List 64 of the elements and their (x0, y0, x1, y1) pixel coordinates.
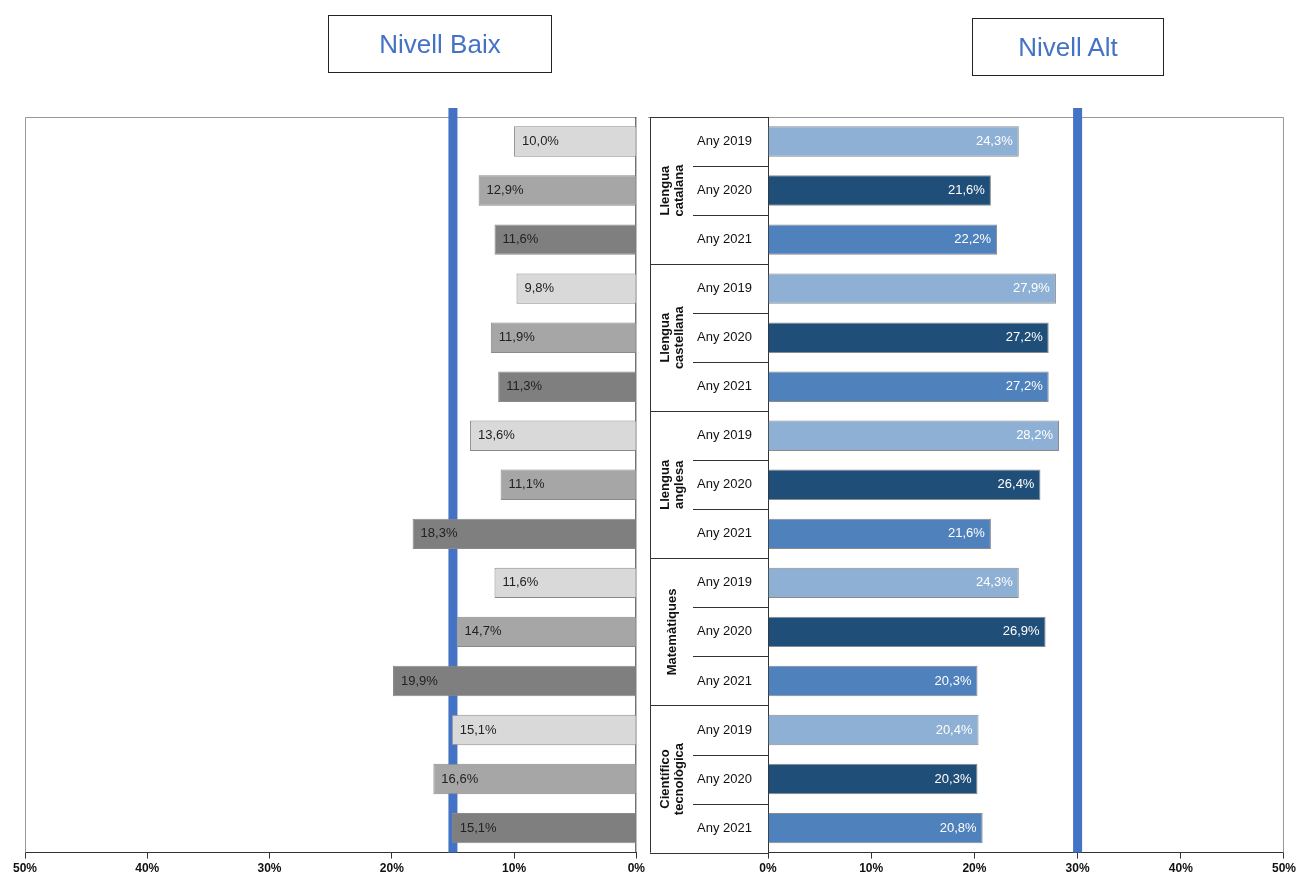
data-label: 20,3% (934, 672, 972, 688)
data-label: 21,6% (948, 525, 986, 541)
x-tick-label: 40% (1168, 861, 1194, 876)
data-label: 24,3% (975, 574, 1014, 590)
data-label: 20,3% (934, 770, 972, 786)
data-label: 11,1% (508, 476, 545, 492)
x-tick-label: 20% (962, 861, 987, 876)
data-label: 10,0% (522, 133, 560, 149)
data-label: 22,2% (954, 231, 992, 247)
y-tick-label: Any 2020 (697, 182, 752, 198)
y-tick-label: Any 2021 (697, 525, 752, 541)
y-tick-label: Any 2020 (697, 623, 752, 639)
y-tick-label: Any 2021 (697, 819, 752, 835)
data-label: 11,3% (506, 378, 543, 394)
x-tick-label: 10% (502, 861, 527, 876)
data-label: 19,9% (401, 672, 439, 688)
data-label: 24,3% (975, 133, 1014, 149)
y-tick-label: Any 2020 (697, 770, 752, 786)
x-tick-label: 30% (257, 861, 282, 876)
data-label: 21,6% (948, 182, 986, 198)
data-label: 15,1% (459, 721, 498, 737)
data-label: 20,8% (939, 819, 978, 835)
data-label: 26,4% (997, 476, 1035, 492)
x-tick-label: 50% (1271, 861, 1297, 876)
data-label: 11,6% (502, 231, 539, 247)
y-tick-label: Any 2020 (697, 329, 752, 345)
x-tick-label: 10% (859, 861, 884, 876)
text: Matemàtiques (663, 588, 679, 676)
y-tick-label: Any 2020 (697, 476, 752, 492)
x-tick-label: 50% (12, 861, 38, 876)
y-tick-label: Any 2021 (697, 231, 752, 247)
x-tick-label: 40% (135, 861, 160, 876)
text: Llengua anglesa (656, 459, 686, 510)
text: Llengua catalana (656, 163, 686, 217)
data-label: 18,3% (420, 525, 458, 541)
x-tick-label: 30% (1065, 861, 1090, 876)
data-label: 12,9% (486, 182, 524, 198)
data-label: 26,9% (1002, 623, 1041, 639)
data-label: 27,2% (1005, 378, 1044, 394)
data-label: 15,1% (459, 819, 498, 835)
data-label: 20,4% (935, 721, 973, 737)
data-label: 28,2% (1016, 427, 1054, 443)
data-label: 13,6% (478, 427, 516, 443)
y-tick-label: Any 2021 (697, 378, 752, 394)
data-label: 14,7% (464, 623, 502, 639)
y-tick-label: Any 2019 (697, 133, 752, 149)
data-label: 27,9% (1013, 280, 1051, 296)
y-tick-label: Any 2019 (697, 427, 752, 443)
data-label: 27,2% (1005, 329, 1044, 345)
text: Llengua castellana (656, 305, 686, 370)
x-tick-label: 0% (627, 861, 646, 876)
x-tick-label: 0% (759, 861, 777, 876)
chart-title: Nivell Alt (972, 18, 1164, 76)
y-tick-label: Any 2019 (697, 280, 752, 296)
data-label: 11,9% (498, 329, 536, 345)
y-tick-label: Any 2019 (697, 574, 752, 590)
data-label: 16,6% (441, 770, 479, 786)
x-tick-label: 20% (379, 861, 405, 876)
chart-title: Nivell Baix (328, 15, 552, 73)
y-tick-label: Any 2019 (697, 721, 752, 737)
text: Científico tecnològica (656, 742, 686, 816)
data-label: 11,6% (502, 574, 539, 590)
y-tick-label: Any 2021 (697, 672, 752, 688)
data-label: 9,8% (524, 280, 555, 296)
